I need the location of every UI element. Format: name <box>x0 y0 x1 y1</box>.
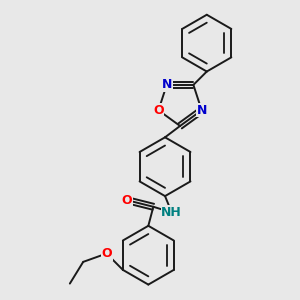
Text: N: N <box>161 78 172 92</box>
Text: O: O <box>153 104 164 117</box>
Text: O: O <box>121 194 132 207</box>
Text: N: N <box>196 104 207 117</box>
Text: NH: NH <box>161 206 182 219</box>
Text: O: O <box>101 247 112 260</box>
